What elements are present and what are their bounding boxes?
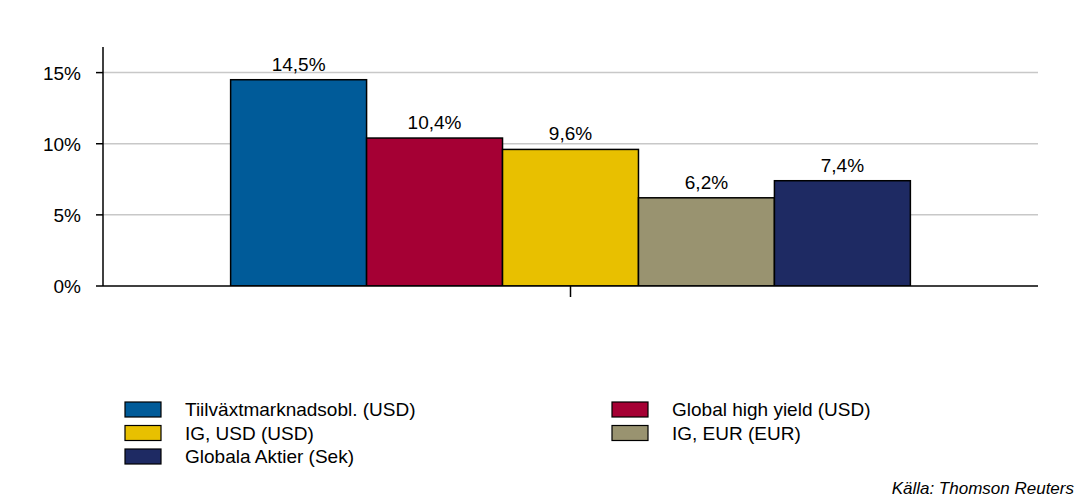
legend-swatch — [612, 402, 648, 417]
y-axis — [102, 47, 104, 286]
y-tick — [96, 72, 103, 74]
data-label: 10,4% — [408, 112, 462, 133]
bar — [231, 80, 367, 286]
bar — [638, 198, 774, 286]
grid-line — [103, 72, 1038, 74]
data-label: 6,2% — [685, 172, 728, 193]
legend-swatch — [125, 449, 161, 464]
legend-label: Tiilväxtmarknadsobl. (USD) — [185, 399, 416, 420]
bar — [503, 149, 639, 286]
data-label: 9,6% — [549, 123, 592, 144]
data-label: 14,5% — [272, 54, 326, 75]
source: Källa: Thomson Reuters — [892, 479, 1075, 498]
legend-swatch — [612, 426, 648, 441]
y-tick-label: 10% — [43, 134, 81, 155]
bar — [774, 181, 910, 286]
y-tick — [96, 143, 103, 145]
legend-label: IG, USD (USD) — [185, 423, 314, 444]
chart: 0% 5% 10% 15% 14,5% 10,4% 9,6% 6,2% 7,4% Tiilväxt… — [0, 0, 1079, 500]
y-tick — [96, 214, 103, 216]
legend-label: IG, EUR (EUR) — [672, 423, 801, 444]
bars — [231, 80, 911, 286]
legend-label: Globala Aktier (Sek) — [185, 446, 354, 467]
data-label: 7,4% — [821, 155, 864, 176]
legend-swatch — [125, 426, 161, 441]
y-tick-label: 5% — [54, 205, 82, 226]
y-tick-label: 15% — [43, 63, 81, 84]
legend-label: Global high yield (USD) — [672, 399, 871, 420]
x-axis — [103, 285, 1038, 287]
y-tick — [96, 285, 103, 287]
legend-swatch — [125, 402, 161, 417]
bar — [367, 138, 503, 286]
y-tick-label: 0% — [54, 276, 82, 297]
x-tick — [570, 286, 572, 297]
